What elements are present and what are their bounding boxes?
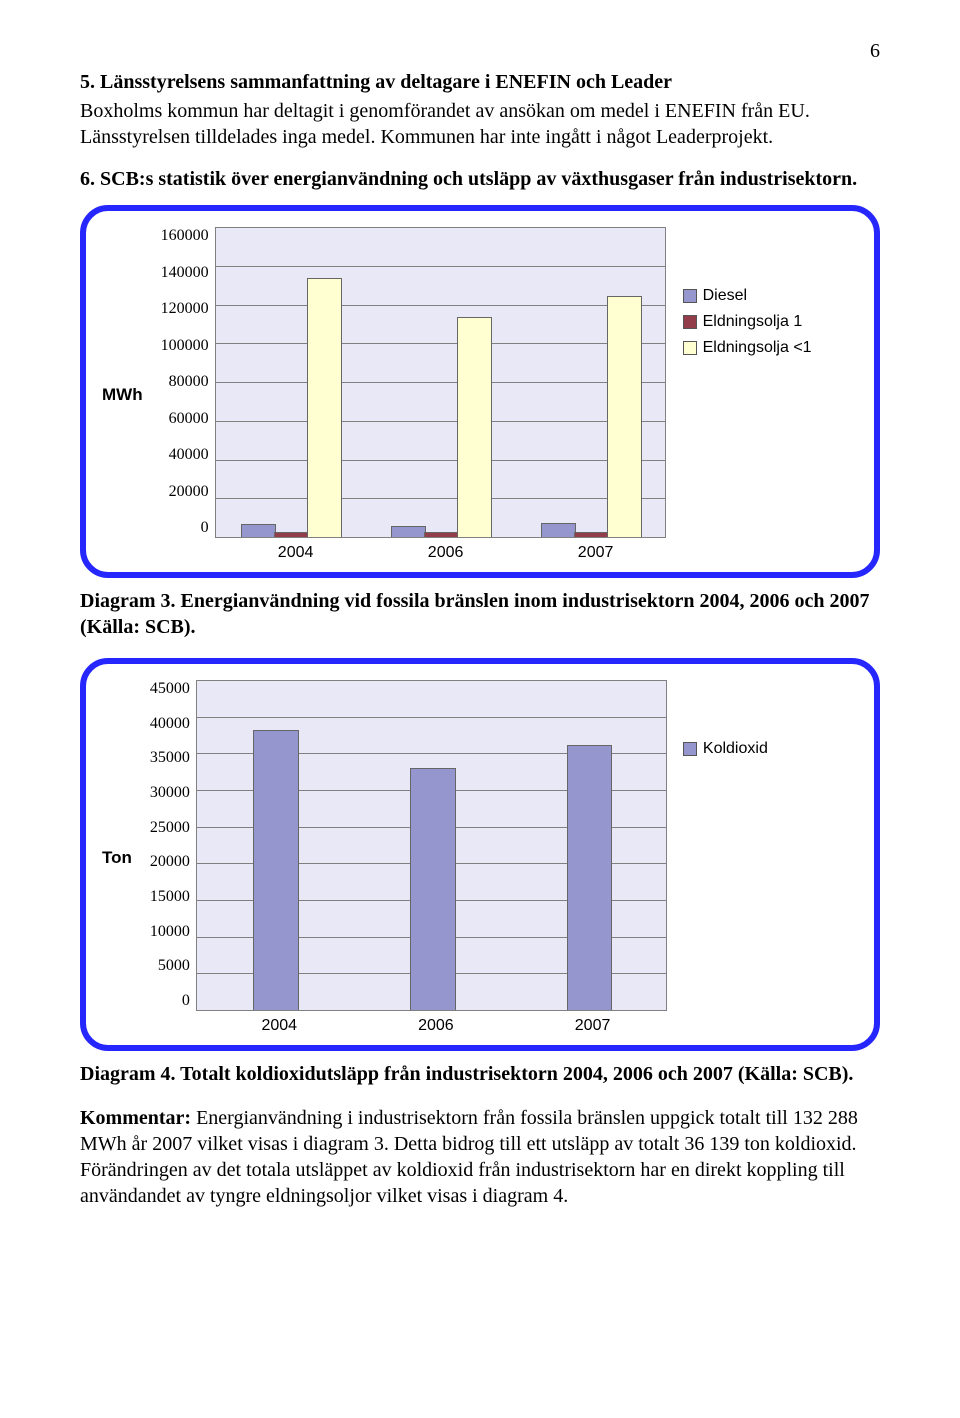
y-tick: 45000 (150, 680, 190, 698)
kommentar-paragraph: Kommentar: Energianvändning i industrise… (80, 1105, 880, 1209)
section5-paragraph: Boxholms kommun har deltagit i genomföra… (80, 98, 880, 150)
y-tick: 20000 (161, 483, 209, 501)
x-tick: 2006 (358, 1017, 515, 1035)
y-axis-label: MWh (102, 385, 143, 405)
y-tick: 10000 (150, 923, 190, 941)
y-tick: 30000 (150, 784, 190, 802)
plot-area (215, 227, 666, 538)
bar (391, 526, 426, 537)
bar (574, 532, 609, 537)
legend-item: Diesel (683, 287, 812, 305)
legend-item: Koldioxid (683, 740, 768, 758)
legend-label: Eldningsolja <1 (703, 339, 812, 357)
y-tick: 35000 (150, 749, 190, 767)
y-tick: 40000 (150, 715, 190, 733)
legend-swatch (683, 742, 697, 756)
bar (457, 317, 492, 537)
x-tick: 2007 (521, 544, 671, 562)
chart2-frame: Ton 45000 40000 35000 30000 25000 20000 15000 10… (80, 658, 880, 1051)
y-tick: 20000 (150, 853, 190, 871)
bar (607, 296, 642, 537)
plot-area (196, 680, 667, 1011)
legend-label: Koldioxid (703, 740, 768, 758)
bar (541, 523, 576, 537)
x-tick: 2007 (514, 1017, 671, 1035)
y-tick: 60000 (161, 410, 209, 428)
x-tick: 2006 (371, 544, 521, 562)
x-tick-labels: 200420062007 (221, 544, 671, 562)
bar (567, 745, 613, 1010)
section6-heading: 6. SCB:s statistik över energianvändning… (80, 168, 880, 191)
y-tick-labels: 160000 140000 120000 100000 80000 60000 40000 2… (161, 227, 209, 537)
section5-heading: 5. Länsstyrelsens sammanfattning av delt… (80, 71, 880, 94)
legend-swatch (683, 315, 697, 329)
bar (274, 532, 309, 537)
y-tick: 40000 (161, 446, 209, 464)
bar (424, 532, 459, 537)
legend-item: Eldningsolja 1 (683, 313, 812, 331)
y-tick: 25000 (150, 819, 190, 837)
page-number: 6 (80, 40, 880, 63)
legend-item: Eldningsolja <1 (683, 339, 812, 357)
chart1-frame: MWh 160000 140000 120000 100000 80000 60000 400… (80, 205, 880, 578)
bar (410, 768, 456, 1010)
y-tick: 160000 (161, 227, 209, 245)
bar (253, 730, 299, 1010)
kommentar-label: Kommentar: (80, 1107, 196, 1129)
legend: Koldioxid (683, 740, 768, 758)
diagram4-caption: Diagram 4. Totalt koldioxidutsläpp från … (80, 1061, 880, 1087)
legend: Diesel Eldningsolja 1 Eldningsolja <1 (683, 287, 812, 357)
y-tick: 5000 (150, 957, 190, 975)
y-tick: 80000 (161, 373, 209, 391)
legend-swatch (683, 289, 697, 303)
y-tick: 0 (161, 519, 209, 537)
kommentar-text: Energianvändning i industrisektorn från … (80, 1107, 858, 1207)
page: 6 5. Länsstyrelsens sammanfattning av de… (0, 0, 960, 1287)
bar (307, 278, 342, 537)
bar (241, 524, 276, 537)
y-tick: 0 (150, 992, 190, 1010)
y-tick: 15000 (150, 888, 190, 906)
legend-swatch (683, 341, 697, 355)
y-tick: 140000 (161, 264, 209, 282)
diagram3-caption: Diagram 3. Energianvändning vid fossila … (80, 588, 880, 640)
x-tick-labels: 200420062007 (201, 1017, 671, 1035)
y-tick: 120000 (161, 300, 209, 318)
x-tick: 2004 (221, 544, 371, 562)
x-tick: 2004 (201, 1017, 358, 1035)
legend-label: Eldningsolja 1 (703, 313, 803, 331)
legend-label: Diesel (703, 287, 747, 305)
y-tick-labels: 45000 40000 35000 30000 25000 20000 15000 10000… (150, 680, 190, 1010)
y-tick: 100000 (161, 337, 209, 355)
y-axis-label: Ton (102, 848, 132, 868)
